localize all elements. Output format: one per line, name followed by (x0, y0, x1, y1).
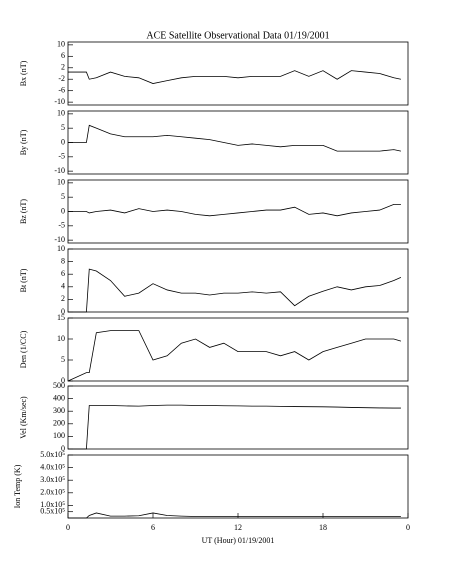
data-line (68, 70, 401, 84)
y-tick-label: 1.0x10⁵ (40, 500, 65, 509)
data-line (68, 203, 401, 217)
y-tick-label: -5 (58, 152, 65, 161)
y-axis-label: Bx (nT) (19, 60, 28, 86)
y-tick-label: 2.0x10⁵ (40, 488, 65, 497)
y-tick-label: 0 (61, 307, 65, 316)
panel-frame (67, 248, 409, 313)
y-tick-label: -6 (58, 86, 65, 95)
data-line (67, 330, 402, 382)
y-tick-label: 4 (61, 282, 65, 291)
y-tick-label: -10 (54, 97, 65, 106)
y-tick-label: 8 (61, 256, 65, 265)
y-tick-label: 0 (61, 137, 65, 146)
y-tick-label: -5 (58, 221, 65, 230)
y-tick-label: 6 (61, 51, 65, 60)
panel-frame (67, 317, 409, 382)
y-axis-label: By (nT) (19, 129, 28, 155)
y-tick-label: 5 (61, 192, 65, 201)
y-tick-label: 0 (61, 376, 65, 385)
y-axis-label: Bt (nT) (19, 268, 28, 292)
data-line (68, 268, 402, 313)
data-line (68, 124, 401, 152)
data-line (68, 512, 401, 519)
y-tick-label: 2 (61, 294, 65, 303)
x-tick-label: 18 (319, 523, 327, 532)
y-axis-label: Ion Temp (K) (13, 464, 22, 508)
y-tick-label: 0.5x10⁵ (40, 507, 65, 516)
y-tick-label: 200 (53, 419, 65, 428)
y-tick-label: 5 (61, 355, 65, 364)
y-tick-label: 400 (53, 393, 65, 402)
y-tick-label: 300 (53, 406, 65, 415)
data-line (68, 404, 401, 450)
y-tick-label: 5 (61, 123, 65, 132)
y-tick-label: -10 (54, 235, 65, 244)
chart-title: ACE Satellite Observational Data 01/19/2… (146, 30, 329, 41)
x-tick-label: 6 (151, 523, 155, 532)
y-axis-label: Vel (Km/sec) (19, 396, 28, 439)
y-axis-label: Den (1/CC) (19, 330, 28, 368)
panel-frame (67, 110, 409, 175)
y-tick-label: 6 (61, 269, 65, 278)
panel-frame (67, 454, 409, 519)
y-tick-label: 100 (53, 431, 65, 440)
panel-frame (67, 41, 409, 106)
y-tick-label: 10 (57, 109, 65, 118)
y-tick-label: 4.0x10⁵ (40, 462, 65, 471)
x-tick-label: 0 (406, 523, 410, 532)
x-axis-label: UT (Hour) 01/19/2001 (202, 536, 275, 545)
y-axis-label: Bz (nT) (19, 199, 28, 224)
y-tick-label: 500 (53, 381, 65, 390)
y-tick-label: -2 (58, 74, 65, 83)
y-tick-label: 10 (57, 40, 65, 49)
panel-frame (67, 385, 409, 450)
y-tick-label: 0 (61, 206, 65, 215)
y-tick-label: -10 (54, 166, 65, 175)
y-tick-label: 15 (57, 313, 65, 322)
x-tick-label: 0 (66, 523, 70, 532)
x-tick-label: 12 (234, 523, 242, 532)
y-tick-label: 2 (61, 63, 65, 72)
y-tick-label: 10 (57, 334, 65, 343)
y-tick-label: 5.0x10⁵ (40, 450, 65, 459)
y-tick-label: 10 (57, 178, 65, 187)
y-tick-label: 3.0x10⁵ (40, 475, 65, 484)
y-tick-label: 10 (57, 244, 65, 253)
y-tick-label: 0 (61, 444, 65, 453)
